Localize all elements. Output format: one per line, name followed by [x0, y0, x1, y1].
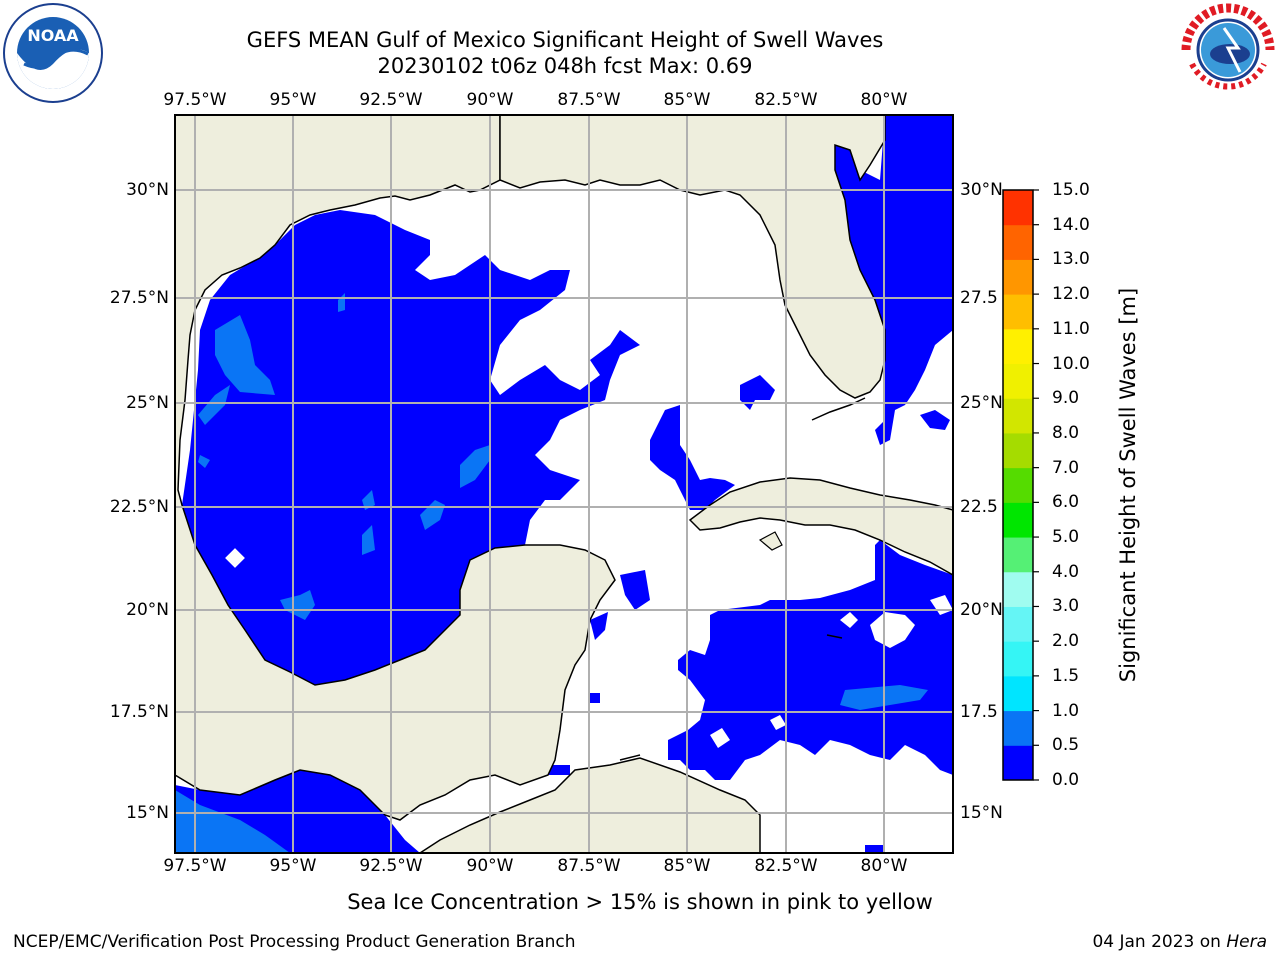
- colorbar-segment: [1003, 710, 1033, 746]
- land-mexico-us-west: [175, 115, 616, 821]
- colorbar-segment: [1003, 502, 1033, 538]
- colorbar-segment: [1003, 224, 1033, 260]
- lon-label-bottom: 80°W: [860, 856, 908, 876]
- chart-title: GEFS MEAN Gulf of Mexico Significant Hei…: [246, 28, 884, 52]
- colorbar-tick-label: 2.0: [1052, 631, 1080, 652]
- lon-label-top: 97.5°W: [163, 90, 227, 110]
- colorbar-tick-label: 7.0: [1052, 457, 1080, 478]
- land-us-florida: [499, 115, 886, 399]
- colorbar-segment: [1003, 571, 1033, 607]
- colorbar-label: Significant Height of Swell Waves [m]: [1116, 287, 1140, 683]
- lon-label-top: 92.5°W: [359, 90, 423, 110]
- lon-label-top: 82.5°W: [754, 90, 818, 110]
- colorbar-tick-label: 6.0: [1052, 492, 1080, 513]
- lat-label-right: 15°N: [960, 803, 1003, 823]
- colorbar-tick-label: 14.0: [1052, 214, 1090, 235]
- colorbar-tick-label: 5.0: [1052, 527, 1080, 548]
- date-text: 04 Jan 2023 on: [1092, 932, 1227, 952]
- colorbar-segment: [1003, 328, 1033, 365]
- credit-text: NCEP/EMC/Verification Post Processing Pr…: [13, 932, 576, 952]
- lon-label-top: 90°W: [466, 90, 514, 110]
- lat-label-left: 27.5°N: [109, 288, 169, 308]
- colorbar: [1002, 189, 1039, 781]
- machine-name: Hera: [1226, 932, 1267, 952]
- swell-field-caribbean: [668, 540, 953, 780]
- date-stamp: 04 Jan 2023 on Hera: [1092, 932, 1267, 952]
- map-frame: [174, 114, 954, 854]
- lon-label-bottom: 82.5°W: [754, 856, 818, 876]
- colorbar-tick-label: 0.0: [1052, 770, 1080, 790]
- colorbar-segment: [1003, 606, 1033, 642]
- svg-text:NOAA: NOAA: [27, 26, 79, 45]
- sea-ice-note: Sea Ice Concentration > 15% is shown in …: [347, 890, 933, 914]
- colorbar-tick-label: 1.5: [1052, 665, 1080, 686]
- colorbar-tick-label: 0.5: [1052, 735, 1080, 756]
- lon-label-bottom: 95°W: [269, 856, 317, 876]
- lon-label-top: 85°W: [663, 90, 711, 110]
- colorbar-segment: [1003, 675, 1033, 712]
- lon-label-top: 80°W: [860, 90, 908, 110]
- lat-label-right: 20°N: [960, 600, 1003, 620]
- colorbar-tick-label: 15.0: [1052, 180, 1090, 200]
- colorbar-segment: [1003, 398, 1033, 434]
- colorbar-tick-label: 4.0: [1052, 561, 1080, 582]
- lat-label-right: 17.5: [960, 702, 998, 722]
- lon-label-bottom: 90°W: [466, 856, 514, 876]
- chart-subtitle: 20230102 t06z 048h fcst Max: 0.69: [377, 54, 753, 78]
- colorbar-tick-label: 10.0: [1052, 353, 1090, 374]
- lon-label-top: 87.5°W: [557, 90, 621, 110]
- lon-label-bottom: 85°W: [663, 856, 711, 876]
- lat-label-left: 20°N: [126, 600, 169, 620]
- colorbar-segment: [1003, 294, 1033, 330]
- lat-label-right: 27.5: [960, 288, 998, 308]
- lat-label-left: 25°N: [126, 393, 169, 413]
- lat-label-right: 30°N: [960, 180, 1003, 200]
- colorbar-tick-label: 1.0: [1052, 700, 1080, 721]
- lat-label-left: 15°N: [126, 803, 169, 823]
- colorbar-tick-label: 11.0: [1052, 318, 1090, 339]
- colorbar-segment: [1003, 259, 1033, 295]
- colorbar-segment: [1003, 432, 1033, 469]
- noaa-logo: NOAA: [2, 2, 104, 104]
- colorbar-segment: [1003, 745, 1033, 781]
- lat-label-right: 22.5: [960, 497, 998, 517]
- lat-label-left: 22.5°N: [109, 497, 169, 517]
- colorbar-frame: [1002, 189, 1034, 781]
- lon-label-top: 95°W: [269, 90, 317, 110]
- lat-label-right: 25°N: [960, 393, 1003, 413]
- lon-label-bottom: 97.5°W: [163, 856, 227, 876]
- lat-label-left: 17.5°N: [109, 702, 169, 722]
- colorbar-tick-label: 9.0: [1052, 388, 1080, 409]
- lat-label-left: 30°N: [126, 180, 169, 200]
- colorbar-tick-label: 13.0: [1052, 249, 1090, 270]
- swell-field-west-gulf: [182, 210, 640, 685]
- colorbar-tick-label: 8.0: [1052, 422, 1080, 443]
- colorbar-segment: [1003, 467, 1033, 503]
- colorbar-tick-label: 3.0: [1052, 596, 1080, 617]
- colorbar-segment: [1003, 363, 1033, 399]
- nws-logo: [1178, 0, 1278, 100]
- colorbar-tick-label: 12.0: [1052, 284, 1090, 305]
- colorbar-segment: [1003, 641, 1033, 677]
- colorbar-segment: [1003, 537, 1033, 573]
- lon-label-bottom: 92.5°W: [359, 856, 423, 876]
- colorbar-segment: [1003, 190, 1033, 226]
- lon-label-bottom: 87.5°W: [557, 856, 621, 876]
